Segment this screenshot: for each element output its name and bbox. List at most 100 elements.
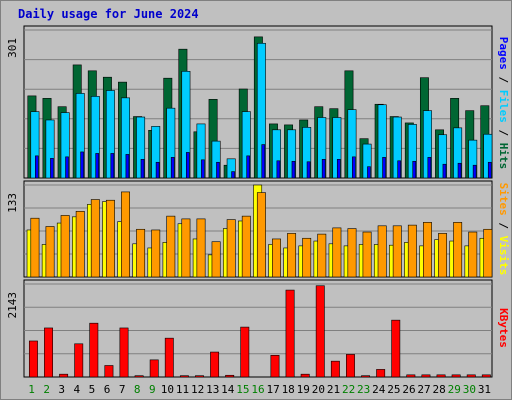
axis-label-pages: Pages [497,37,510,70]
bar-kbytes-day-15 [240,326,250,378]
bar-files-day-27 [423,110,432,179]
bar-pages-day-20 [321,159,326,179]
bar-kbytes-day-27 [421,374,431,378]
bar-sites-day-20 [317,233,327,278]
bar-kbytes-day-28 [436,374,446,378]
x-tick-label: 13 [206,383,219,396]
bar-files-day-4 [75,93,85,179]
bar-sites-day-14 [226,219,236,278]
x-tick-label: 23 [357,383,370,396]
bar-sites-day-31 [483,228,493,278]
bar-pages-day-17 [276,160,281,179]
bar-files-day-1 [30,111,40,179]
bar-sites-day-22 [347,228,357,278]
bar-sites-day-2 [45,226,55,278]
bar-kbytes-day-30 [466,374,476,378]
bar-files-day-31 [483,133,493,179]
bar-pages-day-16 [261,144,266,179]
bar-kbytes-day-10 [164,337,174,378]
chart-title: Daily usage for June 2024 [18,7,199,21]
y-max-label: 301 [6,38,19,58]
bar-pages-day-22 [352,156,356,179]
axis-label-hits: Hits [497,143,510,170]
bar-sites-day-15 [241,215,251,278]
x-tick-label: 30 [463,383,476,396]
bar-pages-day-12 [201,159,205,179]
x-tick-label: 10 [161,383,174,396]
bar-files-day-29 [453,127,463,179]
bar-kbytes-day-1 [28,340,38,378]
hits-panel-axis-label: Pages / Files / Hits [497,37,510,170]
bar-pages-day-2 [50,158,54,179]
x-tick-label: 7 [119,383,126,396]
bar-files-day-9 [151,126,161,179]
x-tick-label: 3 [58,383,65,396]
bar-files-day-7 [121,97,130,179]
bar-files-day-19 [302,127,312,179]
x-tick-label: 26 [402,383,415,396]
bar-files-day-5 [90,96,100,179]
bar-sites-day-11 [181,218,191,278]
bar-pages-day-18 [291,160,296,179]
bar-files-day-30 [468,139,478,179]
bar-sites-day-7 [121,191,130,278]
bar-sites-day-27 [423,222,432,278]
x-tick-label: 29 [448,383,461,396]
bar-kbytes-day-17 [270,354,280,378]
bar-kbytes-day-20 [315,285,325,378]
bar-kbytes-day-26 [406,374,416,378]
bar-kbytes-day-3 [59,373,69,378]
bar-pages-day-11 [185,152,190,179]
x-tick-label: 8 [134,383,141,396]
bar-sites-day-1 [30,217,40,278]
bar-files-day-25 [392,116,402,179]
bar-sites-day-4 [75,210,85,278]
bar-sites-day-5 [90,199,100,278]
bar-sites-day-13 [211,241,221,278]
x-tick-label: 21 [327,383,340,396]
bar-sites-day-23 [362,231,372,278]
x-tick-label: 4 [74,383,81,396]
x-tick-label: 24 [372,383,386,396]
bar-files-day-16 [256,42,266,179]
bar-sites-day-12 [196,218,206,278]
bar-kbytes-day-12 [195,375,204,378]
x-tick-label: 18 [282,383,295,396]
bar-pages-day-6 [110,153,115,179]
bar-kbytes-day-4 [74,343,84,378]
visits-panel-axis-label: Sites / Visits [497,183,510,276]
bar-kbytes-day-23 [361,375,371,378]
bar-sites-day-29 [453,222,463,278]
bar-kbytes-day-7 [119,327,129,378]
bar-kbytes-day-6 [104,365,114,378]
x-tick-label: 19 [297,383,310,396]
bar-kbytes-day-13 [210,351,220,378]
bar-files-day-13 [211,140,221,179]
bar-files-day-8 [136,116,146,179]
bar-pages-day-29 [457,162,462,179]
bar-pages-day-21 [336,159,341,179]
x-tick-label: 17 [266,383,279,396]
bar-pages-day-9 [155,161,160,179]
bar-kbytes-day-5 [89,322,99,378]
x-tick-label: 6 [104,383,111,396]
bar-files-day-15 [241,111,251,179]
bar-pages-day-24 [382,157,386,179]
x-tick-label: 11 [176,383,189,396]
bar-files-day-14 [226,158,236,179]
bar-pages-day-14 [231,171,235,179]
bar-sites-day-16 [256,192,266,278]
bar-files-day-3 [60,112,70,179]
bar-pages-day-3 [65,156,69,179]
bar-sites-day-3 [60,215,70,278]
bar-sites-day-28 [438,233,448,278]
bar-sites-day-25 [392,225,402,278]
bar-kbytes-day-31 [481,374,491,378]
x-tick-label: 14 [221,383,235,396]
axis-label-separator: / [497,123,510,143]
bar-kbytes-day-18 [285,289,295,378]
bar-pages-day-13 [216,161,220,179]
axis-label-files: Files [497,90,510,123]
axis-label-visits: Visits [497,236,510,276]
bar-pages-day-26 [412,160,417,179]
